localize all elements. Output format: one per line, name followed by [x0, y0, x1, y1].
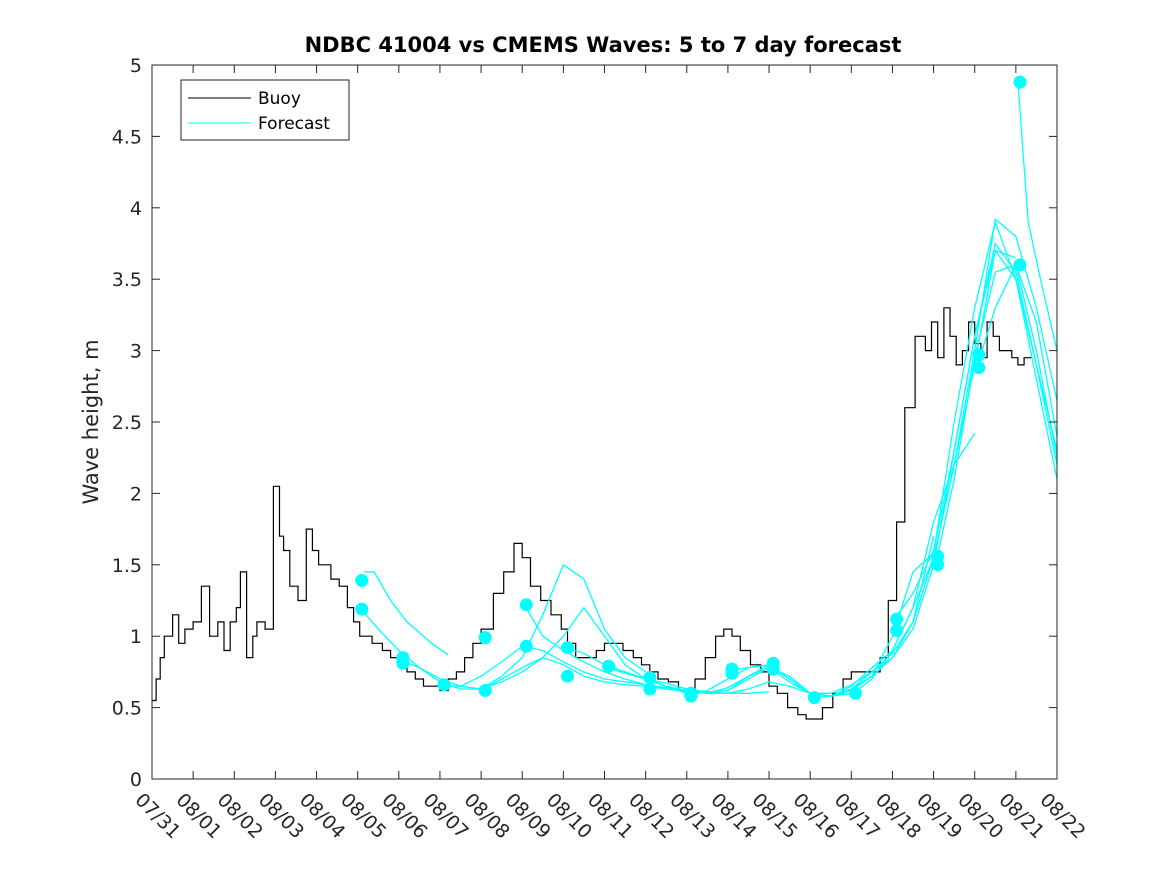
chart-title: NDBC 41004 vs CMEMS Waves: 5 to 7 day fo…: [305, 33, 902, 57]
forecast-marker: [643, 671, 657, 685]
buoy-series: [152, 307, 1033, 720]
legend: Buoy Forecast: [180, 79, 350, 141]
forecast-marker: [890, 612, 904, 626]
forecast-marker: [602, 659, 616, 673]
y-tick-label: 4.5: [112, 126, 142, 148]
y-tick-label: 3.5: [112, 269, 142, 291]
forecast-marker: [355, 602, 369, 616]
y-tick-label: 4: [130, 198, 142, 220]
y-tick-label: 5: [130, 55, 142, 77]
forecast-marker: [643, 682, 657, 696]
forecast-marker: [1013, 258, 1027, 272]
forecast-marker: [561, 641, 574, 655]
legend-forecast-label: Forecast: [258, 114, 330, 134]
forecast-marker: [355, 574, 369, 587]
forecast-markers: [355, 75, 1027, 705]
forecast-marker: [766, 662, 780, 676]
forecast-line-17: [1017, 82, 1058, 351]
y-axis-ticks: 0 0.5 1 1.5 2 2.5 3 3.5 4 4.5 5: [112, 55, 1057, 791]
y-tick-label: 2: [130, 483, 142, 505]
forecast-marker: [437, 678, 451, 692]
forecast-marker: [561, 669, 574, 683]
forecast-marker: [684, 689, 698, 703]
forecast-line-15: [934, 264, 1058, 565]
forecast-marker: [848, 686, 862, 700]
legend-box: [180, 79, 350, 141]
forecast-series: [359, 82, 1058, 699]
legend-buoy-label: Buoy: [258, 89, 301, 109]
forecast-marker: [1013, 75, 1027, 89]
y-tick-label: 0: [130, 769, 142, 791]
forecast-marker: [972, 361, 986, 375]
forecast-marker: [478, 684, 492, 697]
forecast-marker: [478, 631, 492, 645]
y-tick-label: 1.5: [112, 555, 142, 577]
forecast-marker: [972, 348, 986, 362]
forecast-marker: [519, 639, 533, 653]
forecast-marker: [807, 691, 821, 705]
y-tick-label: 3: [130, 341, 142, 363]
y-tick-label: 1: [130, 626, 142, 648]
forecast-marker: [931, 558, 945, 572]
plot-area: 00.511.522.533.544.55 07/3108/0108/0208/…: [112, 55, 1090, 843]
y-tick-label: 2.5: [112, 412, 142, 434]
buoy-line: [152, 307, 1033, 720]
y-axis-label: Wave height, m: [79, 339, 103, 504]
forecast-line-5: [523, 604, 811, 694]
axes-background: [152, 65, 1057, 779]
forecast-line-14: [893, 249, 1058, 620]
forecast-line-0: [363, 571, 449, 656]
forecast-marker: [396, 656, 410, 670]
forecast-marker: [725, 666, 739, 680]
forecast-marker: [519, 598, 533, 612]
forecast-marker: [890, 624, 904, 637]
y-tick-label: 0.5: [112, 698, 142, 720]
